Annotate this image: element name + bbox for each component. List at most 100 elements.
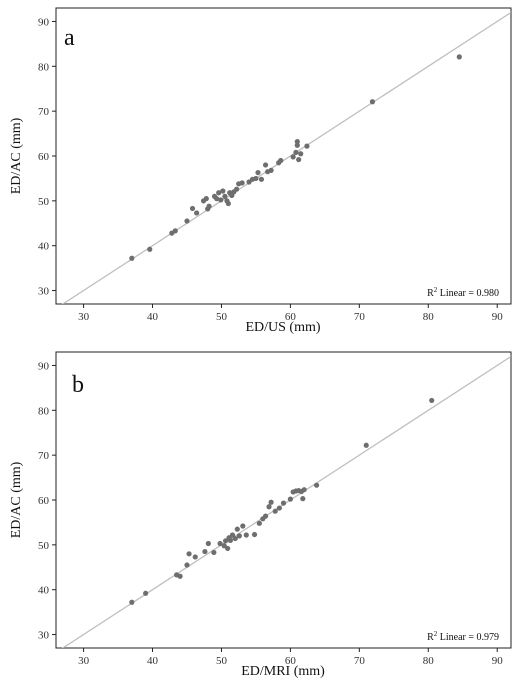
data-point	[300, 496, 306, 502]
y-tick-label: 90	[38, 16, 50, 28]
y-tick-label: 30	[38, 630, 50, 642]
data-point	[258, 176, 265, 182]
r2-annotation: R2 Linear = 0.980	[427, 286, 499, 299]
data-point	[129, 255, 135, 261]
x-axis-label: ED/MRI (mm)	[241, 664, 325, 679]
data-point	[304, 143, 310, 149]
data-point	[243, 532, 249, 538]
data-point	[456, 54, 462, 60]
data-point	[294, 142, 300, 148]
data-point	[290, 154, 296, 160]
data-point	[251, 531, 258, 538]
data-point	[229, 532, 236, 538]
r2-superscript: 2	[434, 630, 438, 638]
x-tick-label: 90	[492, 655, 504, 667]
y-tick-label: 30	[38, 286, 50, 298]
x-tick-label: 90	[492, 311, 504, 323]
data-point	[194, 210, 200, 216]
data-point	[222, 193, 228, 199]
data-point	[272, 508, 278, 514]
data-point	[143, 590, 149, 596]
data-point	[313, 482, 320, 488]
data-point	[205, 540, 211, 547]
chart-marks: 30 40 50 60 70 80 90 30 40 50 60 70 80 90	[38, 11, 511, 323]
x-tick-label: 30	[78, 655, 90, 667]
data-point	[225, 200, 231, 207]
r2-prefix: R	[427, 632, 434, 643]
data-point	[239, 180, 245, 186]
data-point	[186, 551, 192, 557]
data-point	[276, 505, 282, 511]
data-point	[203, 196, 209, 202]
data-point	[293, 149, 299, 156]
data-point	[129, 599, 135, 605]
plot-frame	[55, 351, 512, 649]
data-point	[236, 533, 242, 539]
data-point	[232, 535, 238, 542]
r2-value: Linear = 0.979	[437, 632, 499, 643]
x-tick-label: 60	[285, 311, 297, 323]
data-point	[296, 156, 302, 163]
x-tick-label: 80	[423, 311, 435, 323]
data-point	[222, 538, 229, 544]
data-point	[369, 99, 376, 105]
data-point	[301, 487, 307, 493]
data-point	[363, 442, 369, 448]
data-point	[211, 549, 217, 556]
data-point	[234, 186, 240, 192]
data-point	[294, 139, 300, 145]
data-point	[147, 246, 153, 252]
plot-frame	[55, 7, 512, 305]
data-point	[225, 545, 231, 552]
data-point	[268, 499, 274, 505]
x-tick-label: 50	[216, 655, 228, 667]
data-point	[234, 526, 240, 532]
data-point	[184, 218, 190, 224]
x-tick-label: 60	[285, 655, 297, 667]
y-tick-label: 70	[38, 450, 50, 462]
chart-marks: 30 40 50 60 70 80 90 30 40 50 60 70 80 90	[38, 355, 511, 667]
data-point	[240, 523, 246, 529]
y-axis-label: ED/AC (mm)	[9, 117, 24, 194]
data-point	[280, 500, 287, 506]
x-tick-label: 80	[423, 655, 435, 667]
y-tick-label: 80	[38, 405, 50, 417]
y-tick-label: 40	[38, 241, 50, 253]
x-tick-label: 40	[147, 311, 159, 323]
y-tick-label: 50	[38, 196, 50, 208]
scatter-panel-a: a 30 40 50 60 70 80 90 30 40 50 60 70 80 90 ED/US (mm…	[9, 7, 512, 335]
data-point	[262, 162, 269, 168]
data-point	[256, 520, 262, 526]
data-point	[278, 157, 284, 164]
x-tick-label: 30	[78, 311, 90, 323]
data-point	[266, 504, 272, 510]
data-point	[298, 151, 304, 157]
y-tick-label: 40	[38, 585, 50, 597]
panel-label: a	[64, 25, 75, 51]
data-point	[217, 540, 223, 547]
data-point	[262, 513, 269, 519]
data-point	[268, 167, 274, 173]
data-point	[214, 196, 220, 202]
data-point	[177, 573, 183, 579]
data-point	[216, 190, 222, 196]
y-tick-label: 50	[38, 540, 50, 552]
r2-annotation: R2 Linear = 0.979	[427, 630, 499, 643]
data-point	[206, 203, 212, 209]
data-point	[253, 175, 259, 182]
x-tick-label: 70	[354, 311, 366, 323]
r2-prefix: R	[427, 288, 434, 299]
y-tick-label: 90	[38, 360, 50, 372]
data-point	[202, 548, 208, 555]
y-tick-label: 70	[38, 106, 50, 118]
data-point	[255, 169, 261, 176]
x-tick-label: 40	[147, 655, 159, 667]
data-point	[287, 496, 293, 502]
x-tick-label: 50	[216, 311, 228, 323]
data-point	[220, 188, 226, 194]
data-point	[429, 397, 435, 404]
r2-superscript: 2	[434, 286, 438, 294]
data-point	[218, 197, 224, 203]
x-axis-label: ED/US (mm)	[245, 320, 320, 335]
